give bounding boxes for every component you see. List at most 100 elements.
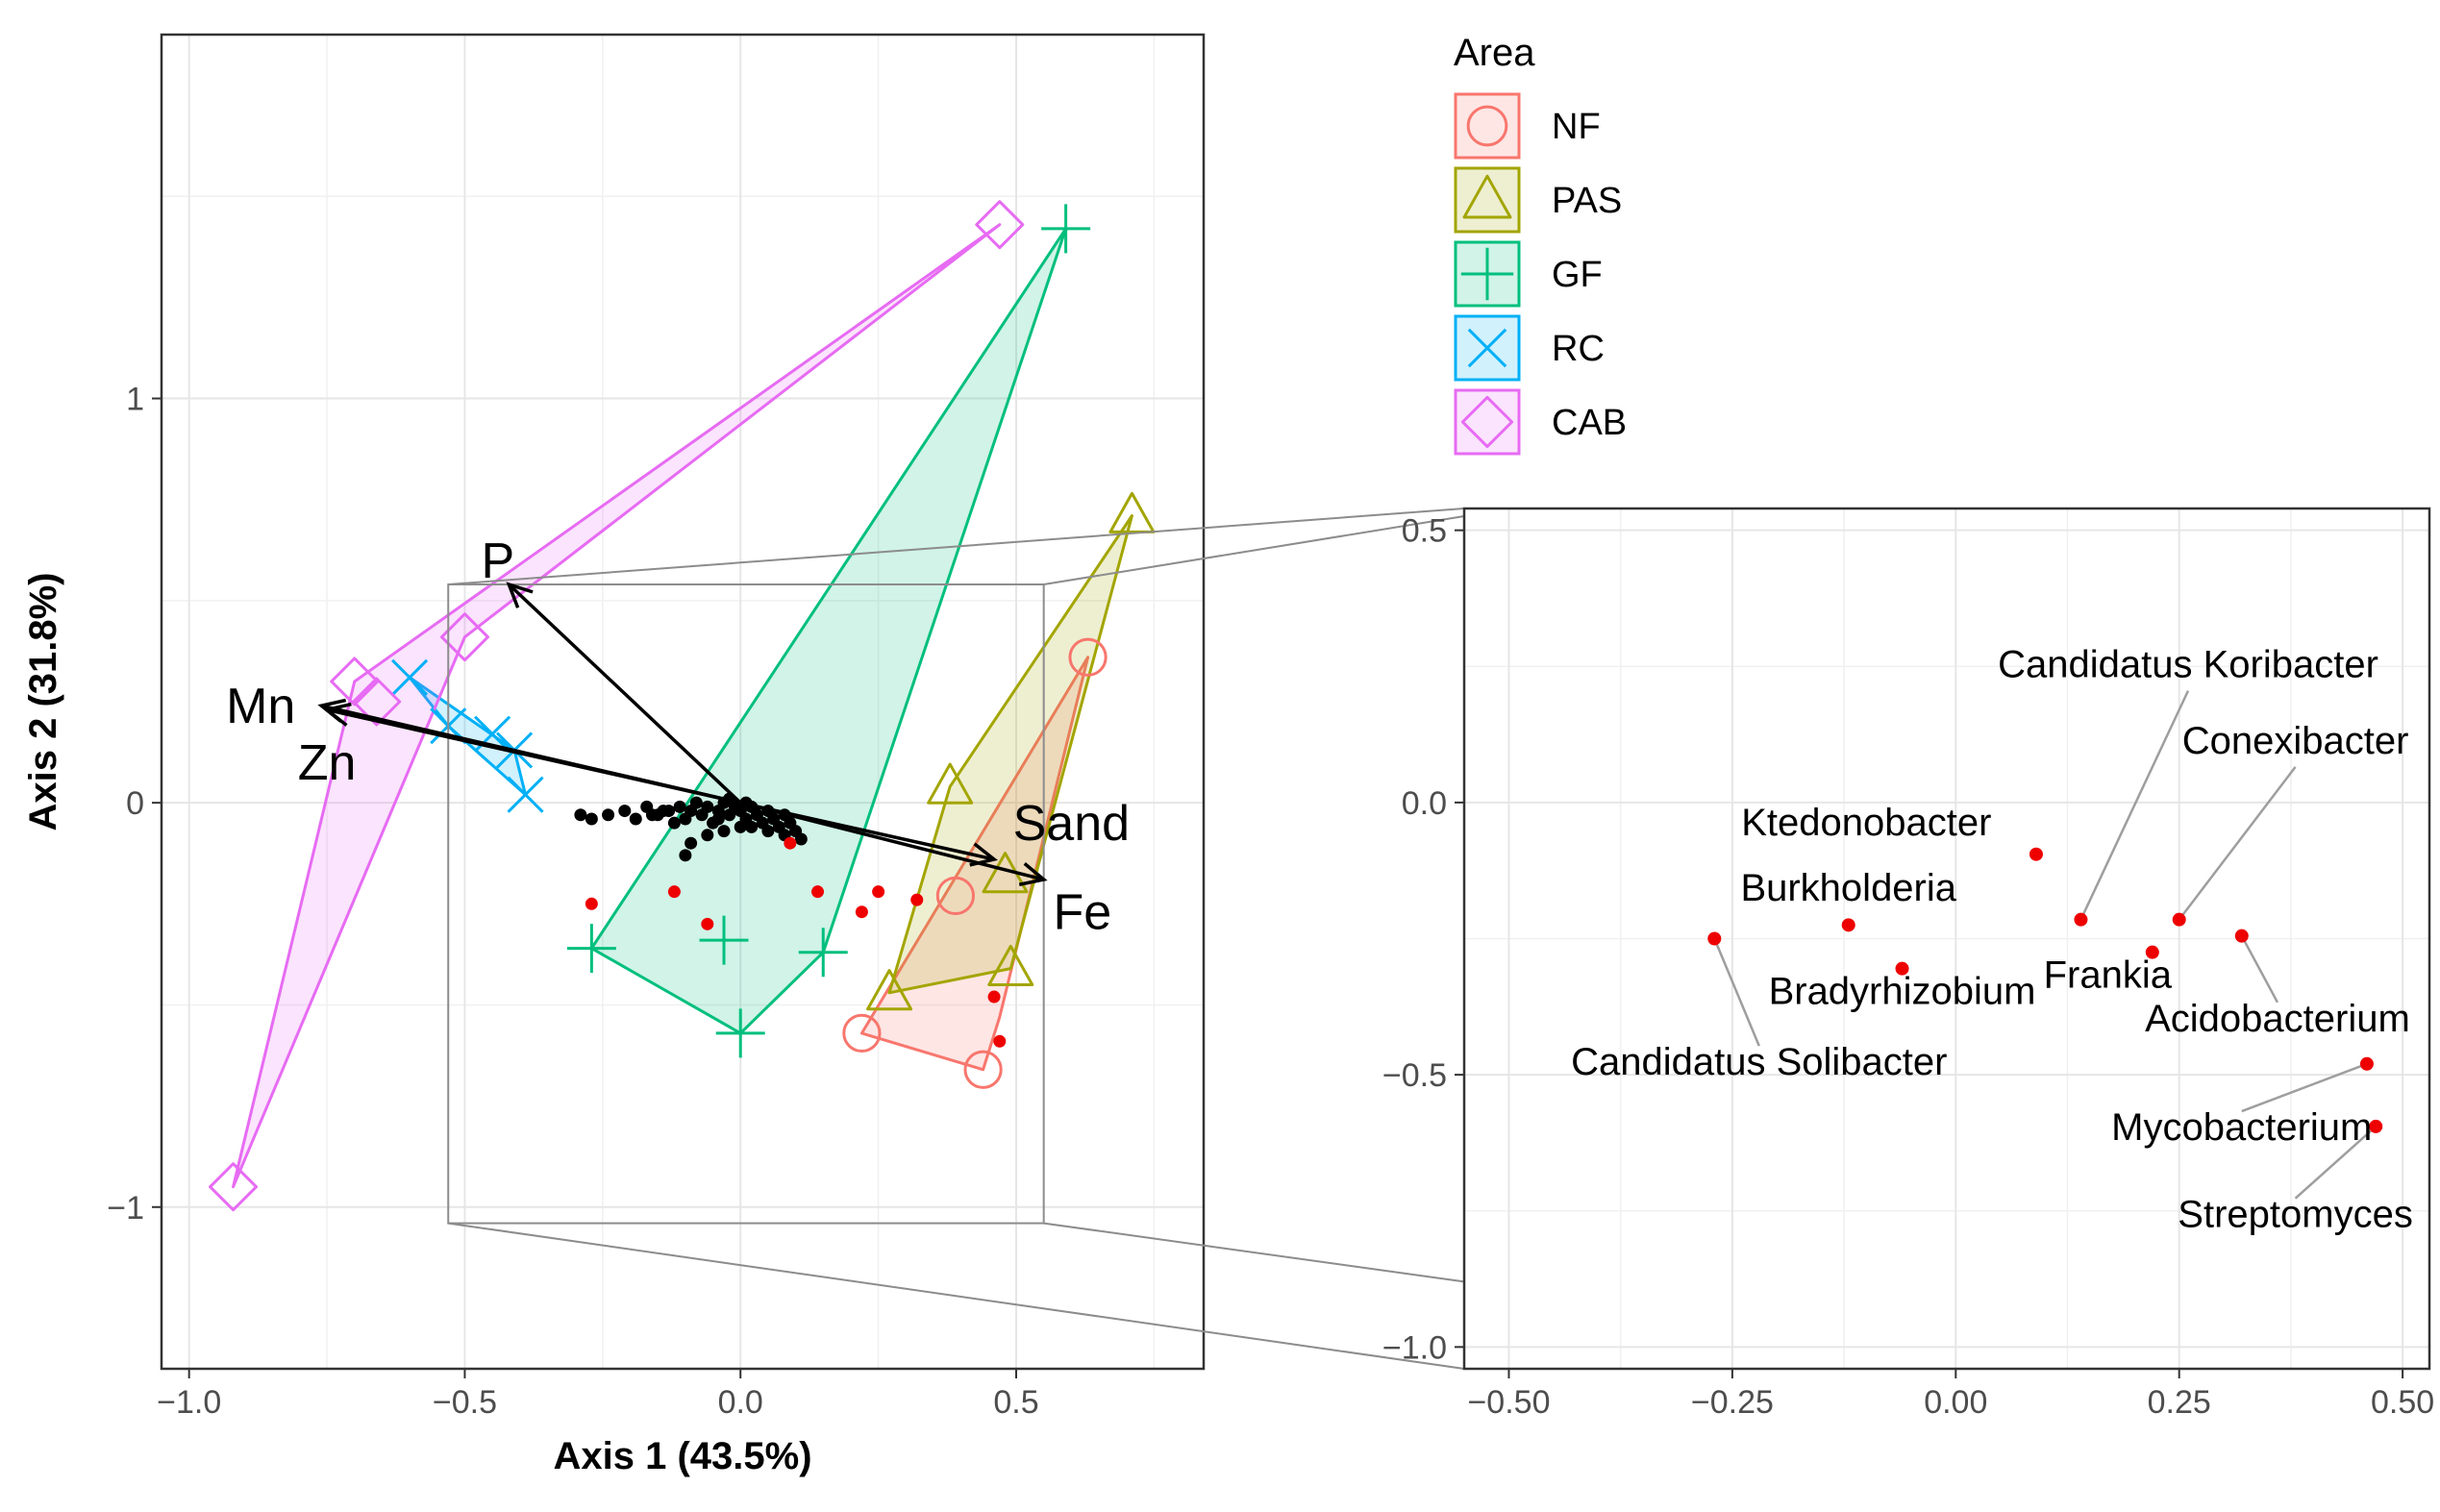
inset-panel: Candidatus Solibacter Burkholderia Bradyrh… [1382, 507, 2434, 1421]
inset-points [1707, 847, 2383, 1133]
genus-label-ktedonobacter: Ktedonobacter [1741, 802, 1991, 844]
marker-gf [715, 1008, 765, 1058]
genus-label-conexibacter: Conexibacter [2182, 720, 2409, 762]
genus-label-candidatus-solibacter: Candidatus Solibacter [1571, 1041, 1947, 1083]
main-y-axis-label: Axis 2 (31.8%) [22, 572, 64, 830]
taxon-point [657, 805, 670, 818]
vector-label-fe: Fe [1053, 885, 1111, 941]
highlighted-taxon-point [585, 897, 598, 910]
taxon-point [711, 812, 725, 826]
vector-zn [326, 707, 741, 805]
genus-point-streptomyces [2369, 1119, 2383, 1133]
zoom-connector-lines [448, 508, 1465, 1370]
taxon-point [574, 808, 587, 822]
legend-label-cab: CAB [1552, 403, 1627, 443]
genus-point-mycobacterium [2359, 1056, 2374, 1071]
taxon-point [794, 832, 808, 846]
highlighted-taxon-point [872, 885, 885, 899]
marker-cab [439, 612, 489, 662]
main-gridlines [162, 35, 1204, 1369]
marker-cab [975, 200, 1025, 250]
genus-label-burkholderia: Burkholderia [1740, 867, 1956, 909]
connector-bottom-right [1043, 1222, 1465, 1283]
inset-x-tick-label: 0.00 [1924, 1384, 1987, 1421]
legend-label-gf: GF [1552, 255, 1603, 295]
legend-symbol-nf [1466, 105, 1508, 147]
marker-cab [352, 677, 402, 727]
marker-pas [866, 969, 913, 1011]
leader-line-streptomyces [2294, 1125, 2378, 1200]
taxon-point [734, 820, 747, 833]
legend-key-nf [1454, 92, 1521, 160]
inset-plot-border [1462, 507, 2431, 1371]
connector-top-left [448, 508, 1465, 586]
taxon-point [717, 825, 731, 838]
legend-label-pas: PAS [1552, 181, 1622, 221]
leader-line-candidatus-solibacter [1713, 938, 1760, 1047]
taxon-point [689, 796, 703, 809]
inset-y-tick-label: 0.5 [1402, 513, 1447, 550]
taxon-point [645, 808, 659, 822]
main-x-tick-label: 0.5 [993, 1384, 1038, 1421]
leader-line-acidobacterium [2240, 935, 2279, 1004]
genus-label-frankia: Frankia [2044, 954, 2173, 996]
marker-gf [699, 915, 749, 965]
taxon-point [701, 829, 714, 842]
marker-rc [507, 776, 544, 813]
marker-rc [391, 658, 429, 696]
inset-y-ticks: 0.5 0.0 −0.5 −1.0 [1382, 513, 1464, 1366]
highlighted-taxon-point [855, 905, 868, 919]
main-x-tick-label: −1.0 [157, 1384, 221, 1421]
inset-y-tick-label: −1.0 [1382, 1329, 1447, 1366]
inset-y-tick-label: −0.5 [1382, 1057, 1447, 1094]
taxon-point [629, 812, 642, 826]
taxon-point [701, 800, 714, 813]
taxon-point [761, 825, 775, 838]
highlighted-taxon-point [987, 990, 1001, 1004]
genus-label-streptomyces: Streptomyces [2178, 1194, 2413, 1236]
main-x-axis-label: Axis 1 (43.5%) [553, 1435, 811, 1477]
legend-label-nf: NF [1552, 107, 1601, 147]
inset-x-tick-label: 0.50 [2371, 1384, 2434, 1421]
marker-pas [927, 762, 974, 805]
highlighted-taxon-point [811, 885, 825, 899]
leader-line-candidatus-koribacter [2079, 690, 2190, 921]
taxon-point [745, 820, 759, 833]
marker-nf [935, 876, 976, 915]
genus-label-mycobacterium: Mycobacterium [2111, 1106, 2372, 1149]
main-plot-border [160, 33, 1206, 1371]
highlighted-taxon-point [667, 885, 681, 899]
taxon-point [585, 812, 598, 826]
leader-line-mycobacterium [2241, 1062, 2368, 1113]
inset-x-tick-label: 0.25 [2148, 1384, 2211, 1421]
marker-nf [1068, 637, 1108, 677]
genus-label-acidobacterium: Acidobacterium [2145, 998, 2410, 1040]
main-y-tick-label: 1 [126, 382, 144, 418]
inset-gridlines [1464, 508, 2429, 1369]
inset-x-ticks: −0.50 −0.25 0.00 0.25 0.50 [1467, 1369, 2434, 1421]
hull-pas [887, 514, 1133, 995]
main-y-ticks: −1 0 1 [107, 382, 162, 1227]
highlighted-taxon-point [784, 836, 797, 850]
genus-point-frankia [2145, 945, 2159, 959]
legend-items: NF PAS GF RC CAB [1454, 92, 1627, 456]
main-x-tick-label: −0.5 [433, 1384, 497, 1421]
main-red-points [585, 836, 1007, 1048]
vector-label-sand: Sand [1013, 796, 1130, 852]
hull-cab [232, 223, 1002, 1189]
legend-key-cab [1454, 388, 1521, 456]
genus-point-bradyrhizobium [1895, 961, 1909, 976]
vector-label-zn: Zn [298, 735, 357, 791]
legend-title: Area [1454, 32, 1535, 74]
legend-symbol-cab [1460, 395, 1514, 449]
marker-gf [566, 924, 616, 974]
inset-genus-labels: Candidatus Solibacter Burkholderia Bradyrh… [1571, 644, 2413, 1236]
inset-x-tick-label: −0.50 [1467, 1384, 1550, 1421]
marker-gf [1041, 204, 1091, 254]
vector-fe [739, 801, 1045, 881]
genus-label-bradyrhizobium: Bradyrhizobium [1769, 970, 2036, 1012]
